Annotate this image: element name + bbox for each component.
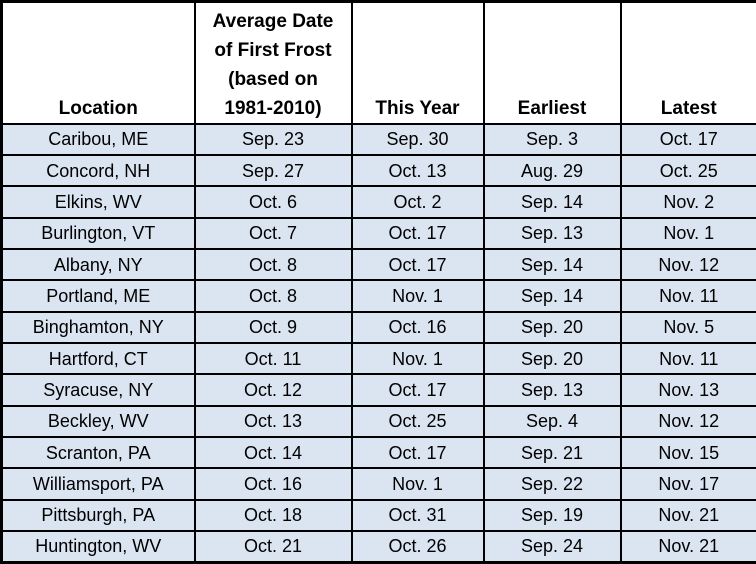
cell-location: Elkins, WV	[0, 185, 196, 219]
cell-latest: Oct. 17	[619, 122, 756, 156]
cell-this-year: Oct. 16	[350, 310, 485, 344]
cell-latest: Nov. 17	[619, 467, 756, 501]
cell-average: Oct. 9	[193, 310, 353, 344]
cell-location: Syracuse, NY	[0, 373, 196, 407]
table-row: Hartford, CT Oct. 11 Nov. 1 Sep. 20 Nov. 11	[0, 341, 756, 376]
cell-earliest: Sep. 24	[482, 529, 622, 564]
table-row: Elkins, WV Oct. 6 Oct. 2 Sep. 14 Nov. 2	[0, 185, 756, 219]
cell-average: Oct. 16	[193, 467, 353, 501]
cell-earliest: Sep. 20	[482, 310, 622, 344]
cell-this-year: Oct. 26	[350, 529, 485, 564]
table-row: Concord, NH Sep. 27 Oct. 13 Aug. 29 Oct. 25	[0, 153, 756, 188]
table-row: Binghamton, NY Oct. 9 Oct. 16 Sep. 20 Nov. 5	[0, 310, 756, 344]
cell-earliest: Sep. 21	[482, 435, 622, 470]
cell-latest: Nov. 11	[619, 341, 756, 376]
table-row: Huntington, WV Oct. 21 Oct. 26 Sep. 24 Nov. …	[0, 529, 756, 564]
cell-earliest: Sep. 19	[482, 498, 622, 532]
cell-location: Beckley, WV	[0, 404, 196, 438]
cell-this-year: Nov. 1	[350, 279, 485, 313]
table-row: Beckley, WV Oct. 13 Oct. 25 Sep. 4 Nov. 12	[0, 404, 756, 438]
cell-latest: Nov. 21	[619, 498, 756, 532]
cell-average: Oct. 14	[193, 435, 353, 470]
cell-location: Portland, ME	[0, 279, 196, 313]
cell-average: Sep. 23	[193, 122, 353, 156]
cell-location: Albany, NY	[0, 247, 196, 282]
cell-average: Oct. 8	[193, 247, 353, 282]
cell-average: Oct. 21	[193, 529, 353, 564]
cell-location: Concord, NH	[0, 153, 196, 188]
cell-average: Oct. 7	[193, 216, 353, 250]
cell-latest: Oct. 25	[619, 153, 756, 188]
column-header-location: Location	[0, 0, 196, 125]
cell-earliest: Sep. 14	[482, 247, 622, 282]
cell-latest: Nov. 15	[619, 435, 756, 470]
cell-location: Hartford, CT	[0, 341, 196, 376]
table-row: Burlington, VT Oct. 7 Oct. 17 Sep. 13 Nov. 1	[0, 216, 756, 250]
table-row: Williamsport, PA Oct. 16 Nov. 1 Sep. 22 Nov.…	[0, 467, 756, 501]
cell-latest: Nov. 21	[619, 529, 756, 564]
cell-this-year: Oct. 13	[350, 153, 485, 188]
cell-earliest: Sep. 20	[482, 341, 622, 376]
cell-latest: Nov. 11	[619, 279, 756, 313]
cell-average: Sep. 27	[193, 153, 353, 188]
cell-this-year: Oct. 2	[350, 185, 485, 219]
cell-this-year: Oct. 17	[350, 247, 485, 282]
cell-earliest: Sep. 4	[482, 404, 622, 438]
table-row: Syracuse, NY Oct. 12 Oct. 17 Sep. 13 Nov. 13	[0, 373, 756, 407]
cell-this-year: Sep. 30	[350, 122, 485, 156]
cell-this-year: Oct. 25	[350, 404, 485, 438]
table-header: Location Average Date of First Frost (ba…	[0, 0, 756, 125]
cell-latest: Nov. 12	[619, 404, 756, 438]
cell-location: Scranton, PA	[0, 435, 196, 470]
cell-earliest: Sep. 13	[482, 216, 622, 250]
cell-this-year: Oct. 17	[350, 373, 485, 407]
header-row: Location Average Date of First Frost (ba…	[0, 0, 756, 125]
table-row: Albany, NY Oct. 8 Oct. 17 Sep. 14 Nov. 12	[0, 247, 756, 282]
cell-latest: Nov. 12	[619, 247, 756, 282]
cell-this-year: Oct. 17	[350, 435, 485, 470]
frost-table-body: Caribou, ME Sep. 23 Sep. 30 Sep. 3 Oct. 17 Co…	[0, 122, 756, 564]
cell-location: Huntington, WV	[0, 529, 196, 564]
cell-this-year: Nov. 1	[350, 467, 485, 501]
column-header-this-year: This Year	[350, 0, 485, 125]
cell-average: Oct. 12	[193, 373, 353, 407]
cell-earliest: Sep. 13	[482, 373, 622, 407]
cell-this-year: Oct. 31	[350, 498, 485, 532]
cell-latest: Nov. 5	[619, 310, 756, 344]
cell-earliest: Sep. 3	[482, 122, 622, 156]
cell-average: Oct. 6	[193, 185, 353, 219]
cell-earliest: Sep. 22	[482, 467, 622, 501]
cell-latest: Nov. 2	[619, 185, 756, 219]
cell-earliest: Sep. 14	[482, 185, 622, 219]
cell-latest: Nov. 13	[619, 373, 756, 407]
cell-average: Oct. 8	[193, 279, 353, 313]
column-header-average-first-frost: Average Date of First Frost (based on 19…	[193, 0, 353, 125]
cell-location: Williamsport, PA	[0, 467, 196, 501]
cell-earliest: Aug. 29	[482, 153, 622, 188]
cell-average: Oct. 13	[193, 404, 353, 438]
cell-average: Oct. 11	[193, 341, 353, 376]
cell-this-year: Oct. 17	[350, 216, 485, 250]
cell-location: Burlington, VT	[0, 216, 196, 250]
cell-location: Binghamton, NY	[0, 310, 196, 344]
column-header-latest: Latest	[619, 0, 756, 125]
cell-this-year: Nov. 1	[350, 341, 485, 376]
table-row: Scranton, PA Oct. 14 Oct. 17 Sep. 21 Nov. 15	[0, 435, 756, 470]
cell-average: Oct. 18	[193, 498, 353, 532]
column-header-earliest: Earliest	[482, 0, 622, 125]
cell-location: Caribou, ME	[0, 122, 196, 156]
table-row: Pittsburgh, PA Oct. 18 Oct. 31 Sep. 19 Nov. …	[0, 498, 756, 532]
cell-latest: Nov. 1	[619, 216, 756, 250]
cell-earliest: Sep. 14	[482, 279, 622, 313]
cell-location: Pittsburgh, PA	[0, 498, 196, 532]
table-row: Caribou, ME Sep. 23 Sep. 30 Sep. 3 Oct. 17	[0, 122, 756, 156]
table-row: Portland, ME Oct. 8 Nov. 1 Sep. 14 Nov. 11	[0, 279, 756, 313]
